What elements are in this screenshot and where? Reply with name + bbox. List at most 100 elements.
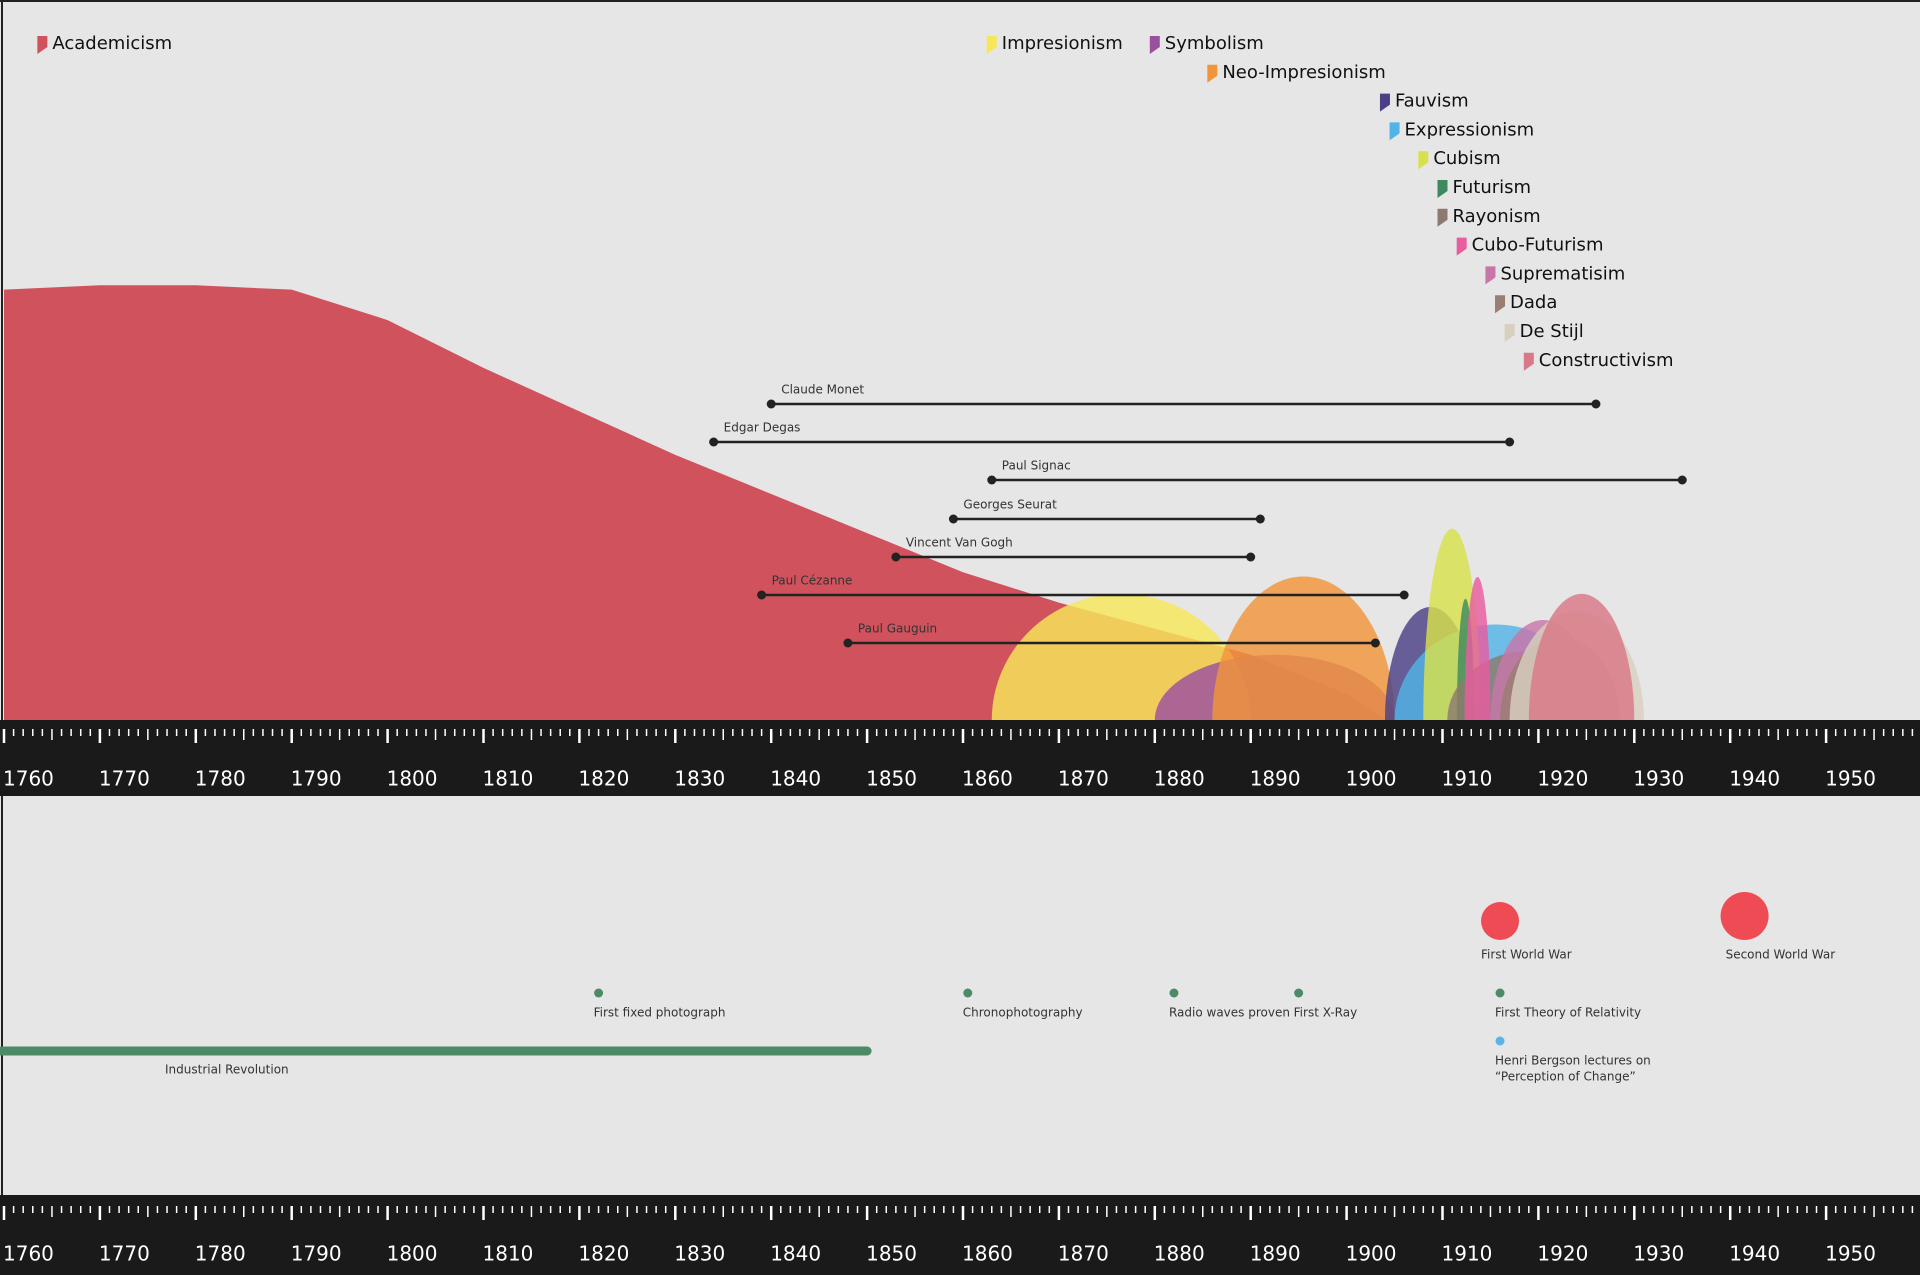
artist-name: Georges Seurat	[963, 498, 1057, 512]
movement-flag	[1485, 266, 1496, 285]
event-label: First X-Ray	[1294, 1006, 1358, 1020]
movement-flag	[1504, 324, 1515, 342]
war-marker	[1720, 892, 1769, 940]
tick-label: 1870	[1058, 1242, 1109, 1266]
artist-end	[1505, 437, 1515, 447]
artist-end	[1246, 552, 1256, 562]
movement-bump	[1464, 576, 1491, 720]
tick-label: 1890	[1250, 767, 1301, 791]
artist-end	[1591, 399, 1601, 409]
artist-end	[1255, 514, 1265, 524]
tick-label: 1790	[291, 1242, 342, 1266]
event-label: First Theory of Relativity	[1495, 1006, 1641, 1020]
tick-label: 1840	[770, 1242, 821, 1266]
tick-label: 1810	[483, 767, 534, 791]
lecture-label: Henri Bergson lectures on	[1495, 1054, 1651, 1068]
event-label: Radio waves proven	[1169, 1006, 1290, 1020]
movement-label: Rayonism	[1453, 206, 1541, 227]
movement-label: De Stijl	[1520, 321, 1584, 342]
movement-label: Impresionism	[1002, 33, 1123, 54]
tick-label: 1880	[1154, 1242, 1205, 1266]
tick-label: 1910	[1442, 767, 1493, 791]
war-label: Second World War	[1726, 948, 1836, 962]
tick-label: 1830	[674, 767, 725, 791]
tick-label: 1940	[1729, 1242, 1780, 1266]
movement-label: Suprematisim	[1500, 263, 1625, 284]
artist-start	[987, 475, 997, 485]
movement-areas	[4, 285, 1644, 720]
movement-label: Expressionism	[1405, 119, 1535, 140]
tick-label: 1760	[3, 1242, 54, 1266]
period-label: Industrial Revolution	[165, 1063, 289, 1077]
artist-start	[757, 590, 767, 600]
tick-label: 1860	[962, 767, 1013, 791]
movement-flag	[1379, 93, 1390, 112]
tick-label: 1770	[99, 1242, 150, 1266]
lecture-dot	[1495, 1036, 1505, 1046]
axis-bar	[0, 720, 1920, 796]
tick-label: 1930	[1633, 1242, 1684, 1266]
movement-flag	[1437, 208, 1448, 227]
tick-label: 1950	[1825, 1242, 1876, 1266]
tick-label: 1800	[387, 767, 438, 791]
artist-start	[843, 638, 853, 648]
tick-label: 1780	[195, 1242, 246, 1266]
movement-label: Futurism	[1453, 177, 1532, 198]
tick-label: 1900	[1346, 767, 1397, 791]
movement-bump	[1212, 576, 1395, 720]
tick-label: 1840	[770, 767, 821, 791]
event-label: Chronophotography	[963, 1006, 1083, 1020]
event-label: First fixed photograph	[594, 1006, 726, 1020]
movement-flag	[1418, 151, 1429, 170]
tick-label: 1870	[1058, 767, 1109, 791]
movement-flag	[1207, 64, 1218, 83]
movement-flag	[1523, 352, 1534, 371]
tick-label: 1890	[1250, 1242, 1301, 1266]
artist-start	[948, 514, 958, 524]
tick-label: 1910	[1442, 1242, 1493, 1266]
movement-label: Symbolism	[1165, 33, 1264, 54]
movement-label: Cubism	[1433, 148, 1500, 169]
movement-flag	[1389, 122, 1400, 141]
tick-label: 1920	[1537, 767, 1588, 791]
lecture-label: “Perception of Change”	[1495, 1070, 1636, 1084]
artist-start	[709, 437, 719, 447]
war-marker	[1481, 902, 1520, 940]
movement-label: Constructivism	[1539, 350, 1674, 371]
axis-bar	[0, 1195, 1920, 1275]
movement-flag	[986, 36, 997, 54]
tick-label: 1810	[483, 1242, 534, 1266]
movement-flag	[37, 36, 48, 54]
tick-label: 1790	[291, 767, 342, 791]
tick-label: 1770	[99, 767, 150, 791]
artist-name: Vincent Van Gogh	[906, 536, 1013, 550]
artist-end	[1399, 590, 1409, 600]
event-dot	[594, 988, 604, 998]
movement-label: Cubo-Futurism	[1472, 235, 1604, 256]
artist-start	[891, 552, 901, 562]
tick-label: 1830	[674, 1242, 725, 1266]
tick-label: 1950	[1825, 767, 1876, 791]
tick-label: 1760	[3, 767, 54, 791]
artist-name: Edgar Degas	[724, 421, 801, 435]
movement-label: Fauvism	[1395, 91, 1469, 112]
artist-name: Paul Gauguin	[858, 622, 937, 636]
tick-label: 1880	[1154, 767, 1205, 791]
tick-label: 1930	[1633, 767, 1684, 791]
artist-name: Paul Signac	[1002, 459, 1071, 473]
movement-label: Dada	[1510, 292, 1557, 313]
academicism-area	[4, 285, 1385, 720]
tick-label: 1820	[578, 1242, 629, 1266]
artist-end	[1677, 475, 1687, 485]
artist-name: Claude Monet	[781, 383, 864, 397]
movement-flag	[1495, 295, 1506, 314]
tick-label: 1850	[866, 1242, 917, 1266]
event-dot	[1294, 988, 1304, 998]
tick-label: 1820	[578, 767, 629, 791]
tick-label: 1780	[195, 767, 246, 791]
artist-end	[1370, 638, 1380, 648]
tick-label: 1860	[962, 1242, 1013, 1266]
movement-flag	[1456, 237, 1467, 256]
tick-label: 1920	[1537, 1242, 1588, 1266]
